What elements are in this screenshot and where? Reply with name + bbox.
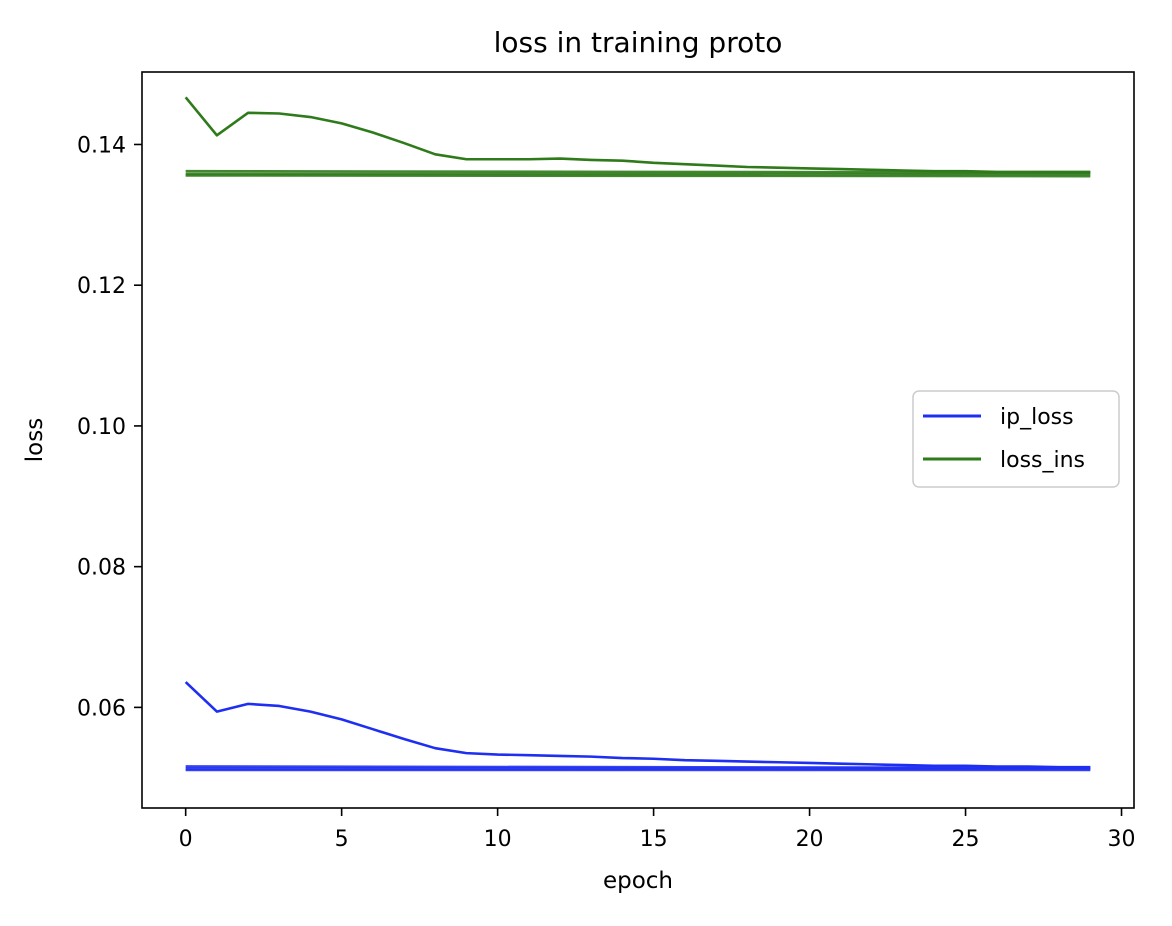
- y-axis-label: loss: [22, 418, 48, 462]
- chart-title: loss in training proto: [494, 26, 783, 59]
- legend-label-loss-ins: loss_ins: [1000, 448, 1085, 473]
- series-ip-loss-line: [184, 681, 1091, 769]
- plot-frame: [141, 71, 1135, 809]
- plot-lines: [184, 96, 1091, 772]
- series-loss-ins-line: [184, 96, 1091, 174]
- y-tick-label: 0.10: [77, 415, 126, 440]
- x-tick-label: 0: [179, 827, 193, 852]
- x-tick-label: 10: [484, 827, 512, 852]
- x-axis-label: epoch: [603, 868, 673, 894]
- legend-label-ip-loss: ip_loss: [1000, 405, 1074, 430]
- x-tick-label: 15: [640, 827, 668, 852]
- legend: ip_loss loss_ins: [912, 390, 1120, 488]
- y-tick-label: 0.06: [77, 696, 126, 721]
- y-tick-label: 0.08: [77, 556, 126, 581]
- y-axis-ticks: 0.06 0.08 0.10 0.12 0.14: [77, 133, 142, 721]
- x-axis-ticks: 0 5 10 15 20 25 30: [179, 808, 1136, 852]
- x-tick-label: 25: [952, 827, 980, 852]
- x-tick-label: 5: [335, 827, 349, 852]
- y-tick-label: 0.14: [77, 133, 126, 158]
- x-tick-label: 20: [796, 827, 824, 852]
- series-loss-ins-flat-line-2: [185, 174, 1091, 178]
- x-tick-label: 30: [1108, 827, 1136, 852]
- y-tick-label: 0.12: [77, 274, 126, 299]
